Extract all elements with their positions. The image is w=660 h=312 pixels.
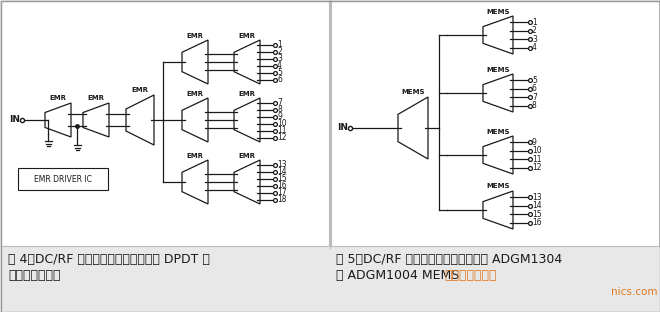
Text: EMR: EMR: [238, 32, 255, 38]
Text: 5: 5: [532, 76, 537, 85]
Text: 16: 16: [277, 181, 286, 190]
Text: MEMS: MEMS: [486, 129, 510, 134]
Text: 7: 7: [277, 98, 282, 107]
Text: 1: 1: [532, 18, 537, 27]
Text: EMR: EMR: [187, 32, 203, 38]
Text: 11: 11: [277, 126, 286, 135]
Text: 13: 13: [277, 160, 286, 169]
Text: 5: 5: [277, 68, 282, 77]
Text: 16: 16: [532, 218, 542, 227]
Text: 4: 4: [277, 61, 282, 70]
Text: EMR: EMR: [238, 90, 255, 96]
Text: EMR: EMR: [187, 153, 203, 158]
Text: MEMS: MEMS: [486, 66, 510, 72]
Text: EMR DRIVER IC: EMR DRIVER IC: [34, 174, 92, 183]
Text: 12: 12: [532, 163, 541, 172]
Text: nics.com: nics.com: [610, 287, 657, 297]
Text: 电器的解决方案: 电器的解决方案: [8, 269, 61, 282]
Text: 9: 9: [532, 138, 537, 147]
Text: EMR: EMR: [187, 90, 203, 96]
Text: 15: 15: [277, 174, 286, 183]
Text: 2: 2: [277, 47, 282, 56]
Text: EMR: EMR: [131, 87, 148, 94]
Text: IN: IN: [337, 124, 348, 133]
Text: 12: 12: [277, 133, 286, 142]
Text: 10: 10: [277, 119, 286, 128]
Text: 9: 9: [277, 112, 282, 121]
Text: 6: 6: [532, 84, 537, 93]
Text: 13: 13: [532, 193, 542, 202]
Text: 2: 2: [532, 26, 537, 35]
Text: 4: 4: [532, 43, 537, 52]
Text: 11: 11: [532, 155, 541, 164]
FancyBboxPatch shape: [18, 168, 108, 190]
Text: MEMS: MEMS: [401, 90, 425, 95]
Text: 10: 10: [532, 146, 542, 155]
FancyBboxPatch shape: [1, 1, 329, 246]
Text: 图 5，DC/RF 扇出测试板原理图，五个 ADGM1304: 图 5，DC/RF 扇出测试板原理图，五个 ADGM1304: [336, 253, 562, 266]
Text: MEMS: MEMS: [486, 8, 510, 14]
Text: EMR: EMR: [88, 95, 104, 101]
Text: 1: 1: [277, 40, 282, 49]
Text: 3: 3: [532, 35, 537, 44]
Text: EMR: EMR: [50, 95, 67, 101]
FancyBboxPatch shape: [331, 1, 659, 246]
Text: 18: 18: [277, 195, 286, 204]
Text: 17: 17: [277, 188, 286, 197]
Text: MEMS: MEMS: [486, 183, 510, 189]
Text: 7: 7: [532, 93, 537, 102]
Text: 8: 8: [277, 105, 282, 114]
Text: 14: 14: [277, 167, 286, 176]
Text: 6: 6: [277, 75, 282, 84]
Text: 或 ADGM1004 MEMS: 或 ADGM1004 MEMS: [336, 269, 463, 282]
Text: IN: IN: [9, 115, 20, 124]
Text: 14: 14: [532, 201, 542, 210]
Text: EMR: EMR: [238, 153, 255, 158]
Text: 15: 15: [532, 210, 542, 219]
Text: 3: 3: [277, 54, 282, 63]
Text: 图 4，DC/RF 扇出测试板原理图，九个 DPDT 继: 图 4，DC/RF 扇出测试板原理图，九个 DPDT 继: [8, 253, 210, 266]
Text: 开关的解决方案: 开关的解决方案: [444, 269, 496, 282]
Text: 8: 8: [532, 101, 537, 110]
